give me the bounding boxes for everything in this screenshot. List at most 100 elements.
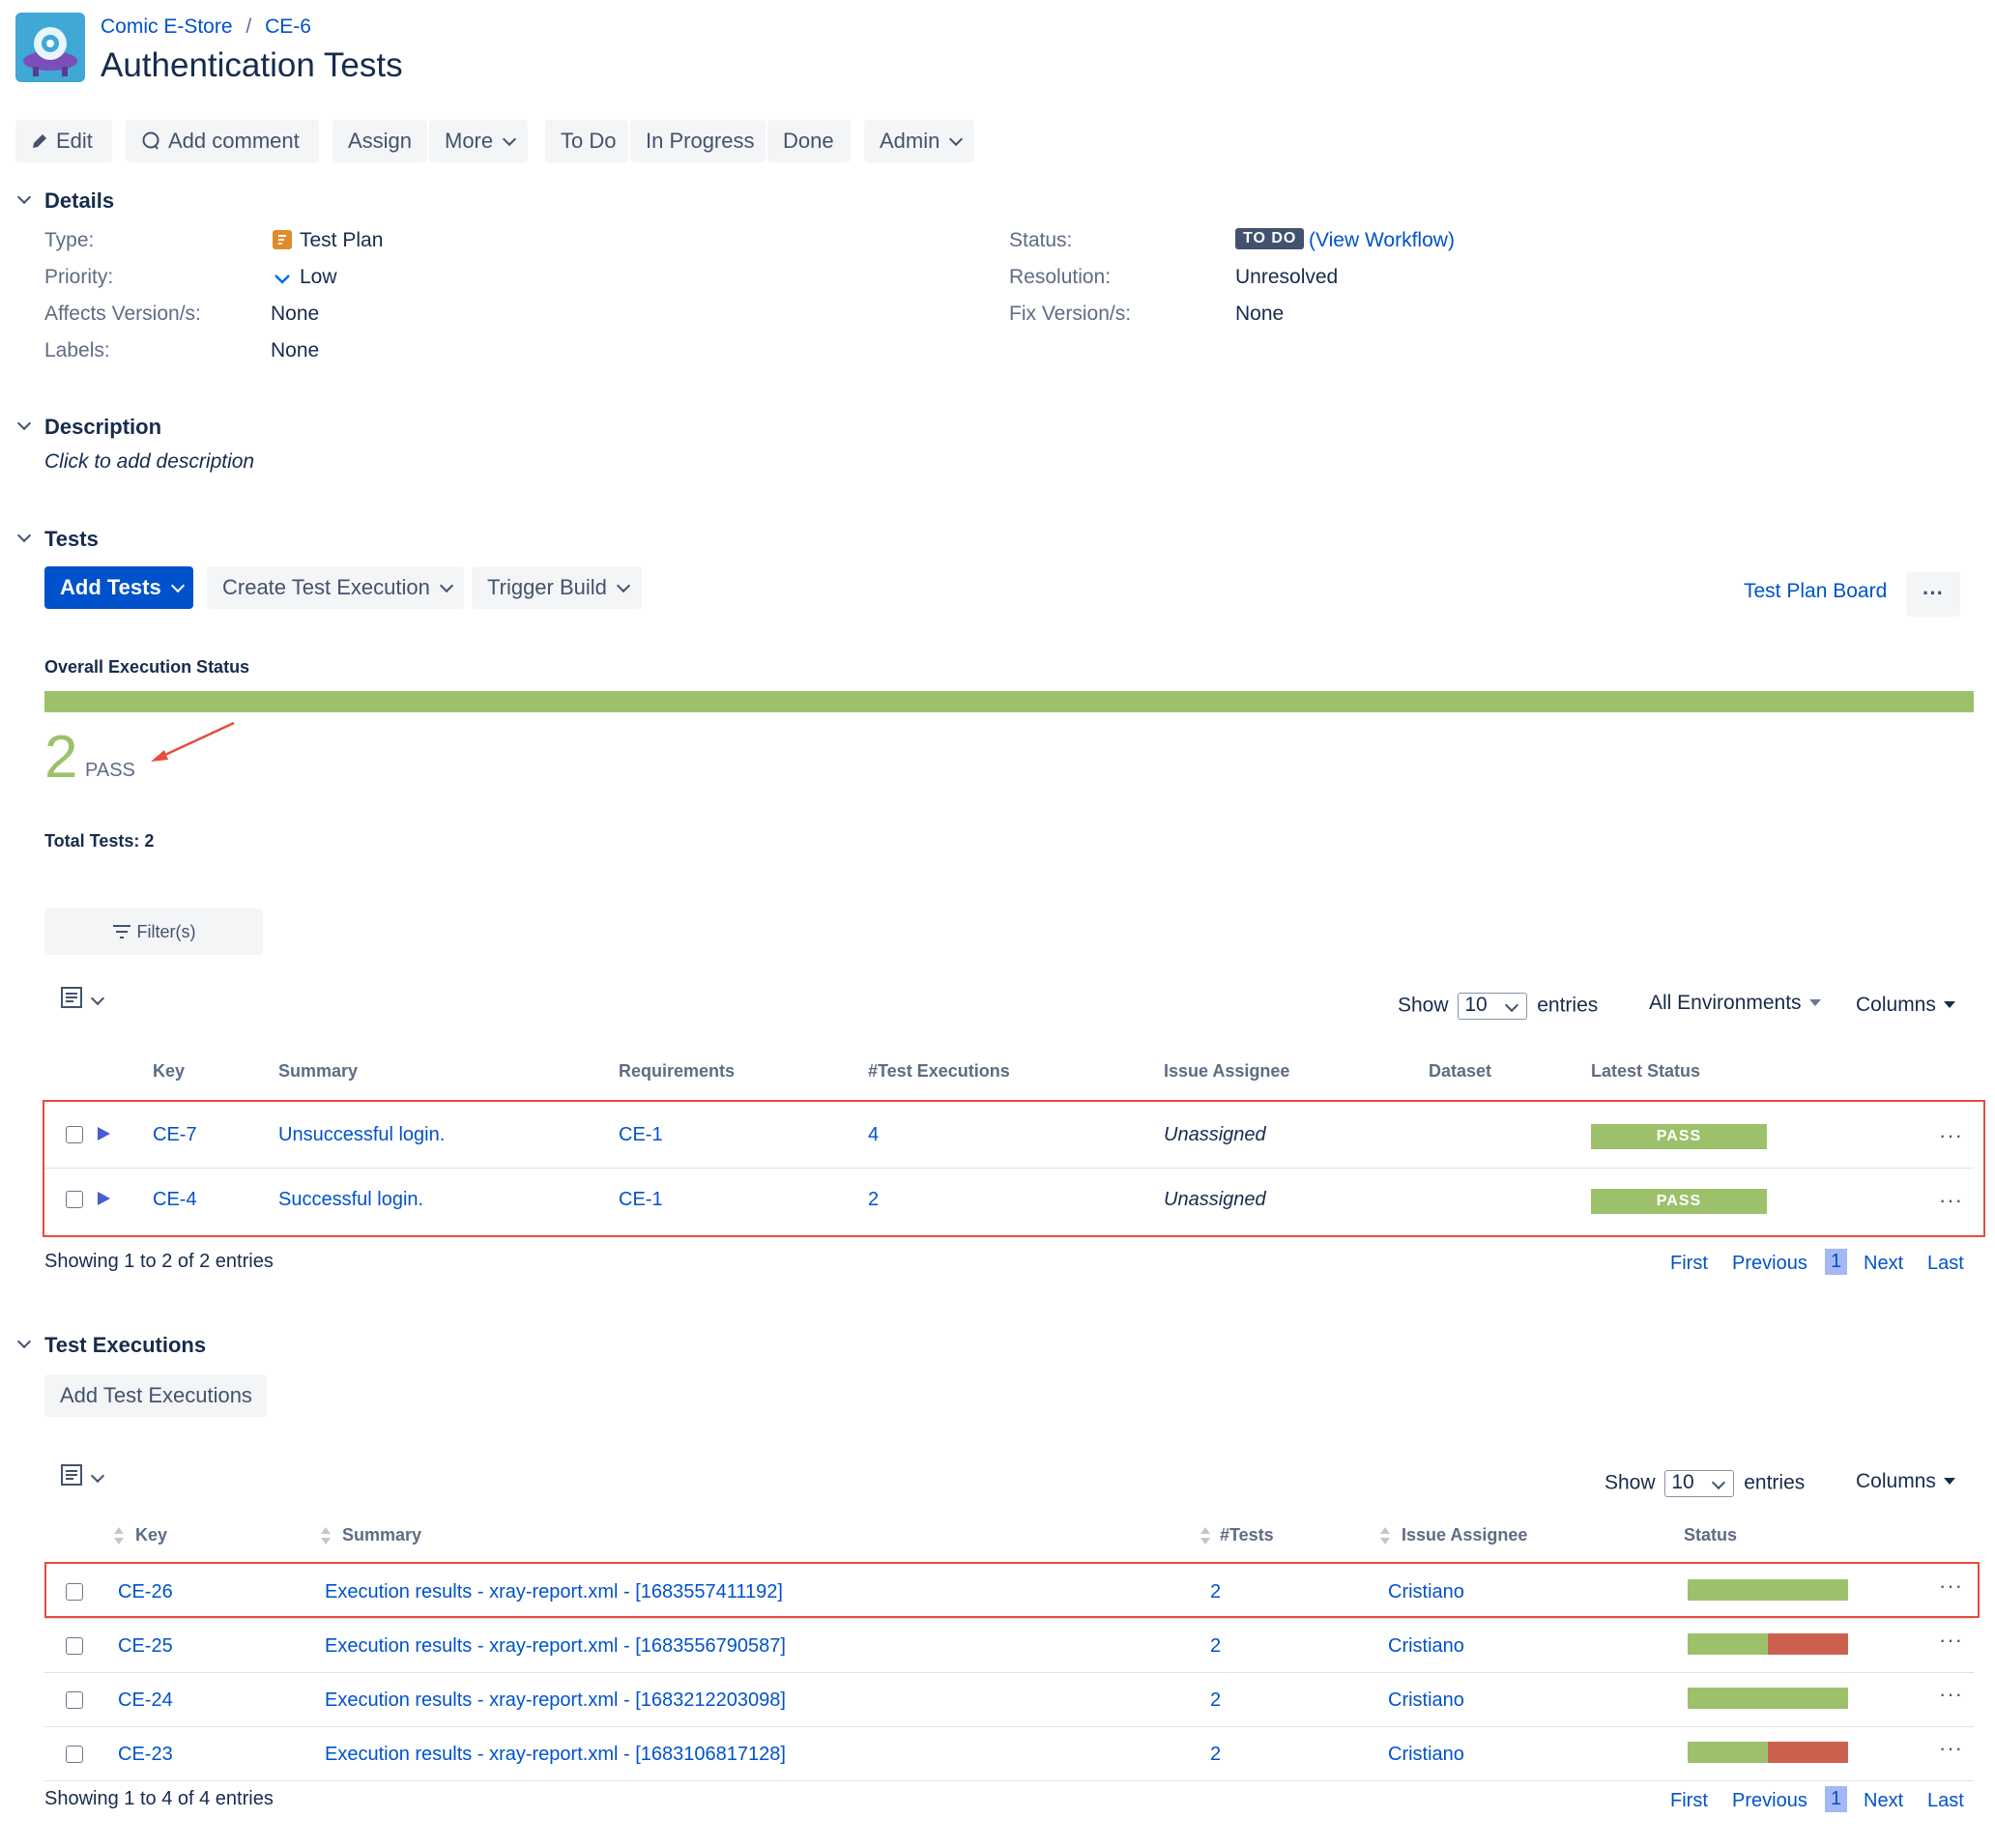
- pager-next[interactable]: Next: [1864, 1790, 1904, 1811]
- tests-count-link[interactable]: 2: [1210, 1635, 1222, 1657]
- resolution-value: Unresolved: [1235, 266, 1339, 288]
- add-test-executions-button[interactable]: Add Test Executions: [44, 1374, 267, 1417]
- add-tests-button[interactable]: Add Tests: [44, 566, 193, 609]
- view-workflow-link[interactable]: View Workflow: [1316, 229, 1448, 251]
- environments-dropdown[interactable]: All Environments: [1649, 992, 1821, 1015]
- execution-summary-link[interactable]: Execution results - xray-report.xml - [1…: [325, 1581, 783, 1603]
- test-summary-link[interactable]: Successful login.: [278, 1189, 424, 1210]
- page-size-select[interactable]: 10: [1664, 1470, 1735, 1497]
- executions-collapse-icon[interactable]: [16, 1334, 32, 1349]
- execution-status-bar: [1688, 1633, 1848, 1655]
- execution-summary-link[interactable]: Execution results - xray-report.xml - [1…: [325, 1689, 786, 1711]
- chevron-down-icon: [503, 131, 517, 147]
- col-key[interactable]: Key: [153, 1061, 186, 1081]
- row-actions-button[interactable]: ···: [1939, 1628, 1963, 1652]
- row-actions-button[interactable]: ···: [1939, 1123, 1963, 1147]
- pager-next[interactable]: Next: [1864, 1253, 1904, 1274]
- exec-columns-dropdown[interactable]: Columns: [1856, 1470, 1955, 1493]
- requirement-link[interactable]: CE-1: [619, 1189, 663, 1210]
- breadcrumb-issue-link[interactable]: CE-6: [265, 15, 311, 38]
- filter-button[interactable]: Filter(s): [44, 909, 263, 955]
- assignee-link[interactable]: Cristiano: [1388, 1689, 1464, 1711]
- pager-page-current[interactable]: 1: [1825, 1249, 1848, 1275]
- col-issue-assignee[interactable]: Issue Assignee: [1164, 1061, 1290, 1081]
- assignee-link[interactable]: Cristiano: [1388, 1581, 1464, 1603]
- breadcrumb-project-link[interactable]: Comic E-Store: [101, 15, 233, 38]
- execution-key-link[interactable]: CE-23: [118, 1744, 173, 1765]
- executions-count-link[interactable]: 4: [868, 1124, 880, 1145]
- col-issue-assignee[interactable]: Issue Assignee: [1402, 1525, 1528, 1545]
- assignee-link[interactable]: Cristiano: [1388, 1744, 1464, 1765]
- executions-count-link[interactable]: 2: [868, 1189, 880, 1210]
- tests-count-link[interactable]: 2: [1210, 1744, 1222, 1765]
- test-type-icon: [98, 1192, 110, 1205]
- test-key-link[interactable]: CE-7: [153, 1124, 197, 1145]
- test-plan-board-link[interactable]: Test Plan Board: [1744, 580, 1888, 602]
- sort-icon[interactable]: [1200, 1527, 1210, 1546]
- col-status[interactable]: Status: [1684, 1525, 1738, 1545]
- description-collapse-icon[interactable]: [16, 416, 32, 431]
- row-actions-button[interactable]: ···: [1939, 1736, 1963, 1760]
- col-summary[interactable]: Summary: [278, 1061, 359, 1081]
- row-actions-button[interactable]: ···: [1939, 1574, 1963, 1598]
- row-checkbox[interactable]: [66, 1746, 83, 1763]
- done-button[interactable]: Done: [767, 120, 851, 162]
- page-size-select[interactable]: 10: [1458, 993, 1528, 1020]
- caret-down-icon: [1943, 1478, 1955, 1485]
- row-checkbox[interactable]: [66, 1583, 83, 1601]
- todo-label: To Do: [561, 129, 617, 153]
- todo-button[interactable]: To Do: [545, 120, 628, 162]
- execution-key-link[interactable]: CE-25: [118, 1635, 173, 1657]
- details-collapse-icon[interactable]: [16, 189, 32, 205]
- pager-last[interactable]: Last: [1927, 1253, 1964, 1274]
- col-tests[interactable]: #Tests: [1220, 1525, 1274, 1545]
- pager-first[interactable]: First: [1670, 1253, 1708, 1274]
- column-chooser[interactable]: [60, 986, 105, 1016]
- more-button[interactable]: More: [429, 120, 528, 162]
- pager-page-current[interactable]: 1: [1825, 1786, 1848, 1812]
- row-checkbox[interactable]: [66, 1691, 83, 1709]
- project-avatar[interactable]: [15, 13, 85, 82]
- execution-key-link[interactable]: CE-26: [118, 1581, 173, 1603]
- col-summary[interactable]: Summary: [342, 1525, 422, 1545]
- description-placeholder[interactable]: Click to add description: [44, 450, 255, 473]
- assignee-link[interactable]: Cristiano: [1388, 1635, 1464, 1657]
- pager-last[interactable]: Last: [1927, 1790, 1964, 1811]
- col-test-executions[interactable]: #Test Executions: [868, 1061, 1010, 1081]
- tests-count-link[interactable]: 2: [1210, 1581, 1222, 1603]
- row-checkbox[interactable]: [66, 1637, 83, 1655]
- sort-icon[interactable]: [1380, 1527, 1390, 1546]
- execution-summary-link[interactable]: Execution results - xray-report.xml - [1…: [325, 1744, 786, 1765]
- tests-more-button[interactable]: ···: [1906, 572, 1960, 617]
- requirement-link[interactable]: CE-1: [619, 1124, 663, 1145]
- in-progress-button[interactable]: In Progress: [630, 120, 766, 162]
- tests-collapse-icon[interactable]: [16, 528, 32, 543]
- test-key-link[interactable]: CE-4: [153, 1189, 197, 1210]
- exec-column-chooser[interactable]: [60, 1463, 105, 1493]
- execution-summary-link[interactable]: Execution results - xray-report.xml - [1…: [325, 1635, 786, 1657]
- add-comment-button[interactable]: Add comment: [126, 120, 319, 162]
- col-latest-status[interactable]: Latest Status: [1591, 1061, 1701, 1081]
- execution-key-link[interactable]: CE-24: [118, 1689, 173, 1711]
- pager-previous[interactable]: Previous: [1732, 1253, 1807, 1274]
- admin-button[interactable]: Admin: [864, 120, 974, 162]
- sort-icon[interactable]: [321, 1527, 331, 1546]
- sort-icon[interactable]: [114, 1527, 124, 1546]
- row-checkbox[interactable]: [66, 1191, 83, 1208]
- test-summary-link[interactable]: Unsuccessful login.: [278, 1124, 446, 1145]
- row-actions-button[interactable]: ···: [1939, 1682, 1963, 1706]
- tests-columns-dropdown[interactable]: Columns: [1856, 994, 1955, 1017]
- tests-count-link[interactable]: 2: [1210, 1689, 1222, 1711]
- assign-button[interactable]: Assign: [332, 120, 427, 162]
- col-key[interactable]: Key: [135, 1525, 168, 1545]
- create-test-execution-button[interactable]: Create Test Execution: [207, 566, 464, 609]
- col-dataset[interactable]: Dataset: [1429, 1061, 1492, 1081]
- edit-button[interactable]: Edit: [15, 120, 112, 162]
- pager-first[interactable]: First: [1670, 1790, 1708, 1811]
- overall-progress-bar: [44, 691, 1974, 712]
- col-requirements[interactable]: Requirements: [619, 1061, 736, 1081]
- row-actions-button[interactable]: ···: [1939, 1188, 1963, 1212]
- row-checkbox[interactable]: [66, 1126, 83, 1143]
- pager-previous[interactable]: Previous: [1732, 1790, 1807, 1811]
- trigger-build-button[interactable]: Trigger Build: [472, 566, 642, 609]
